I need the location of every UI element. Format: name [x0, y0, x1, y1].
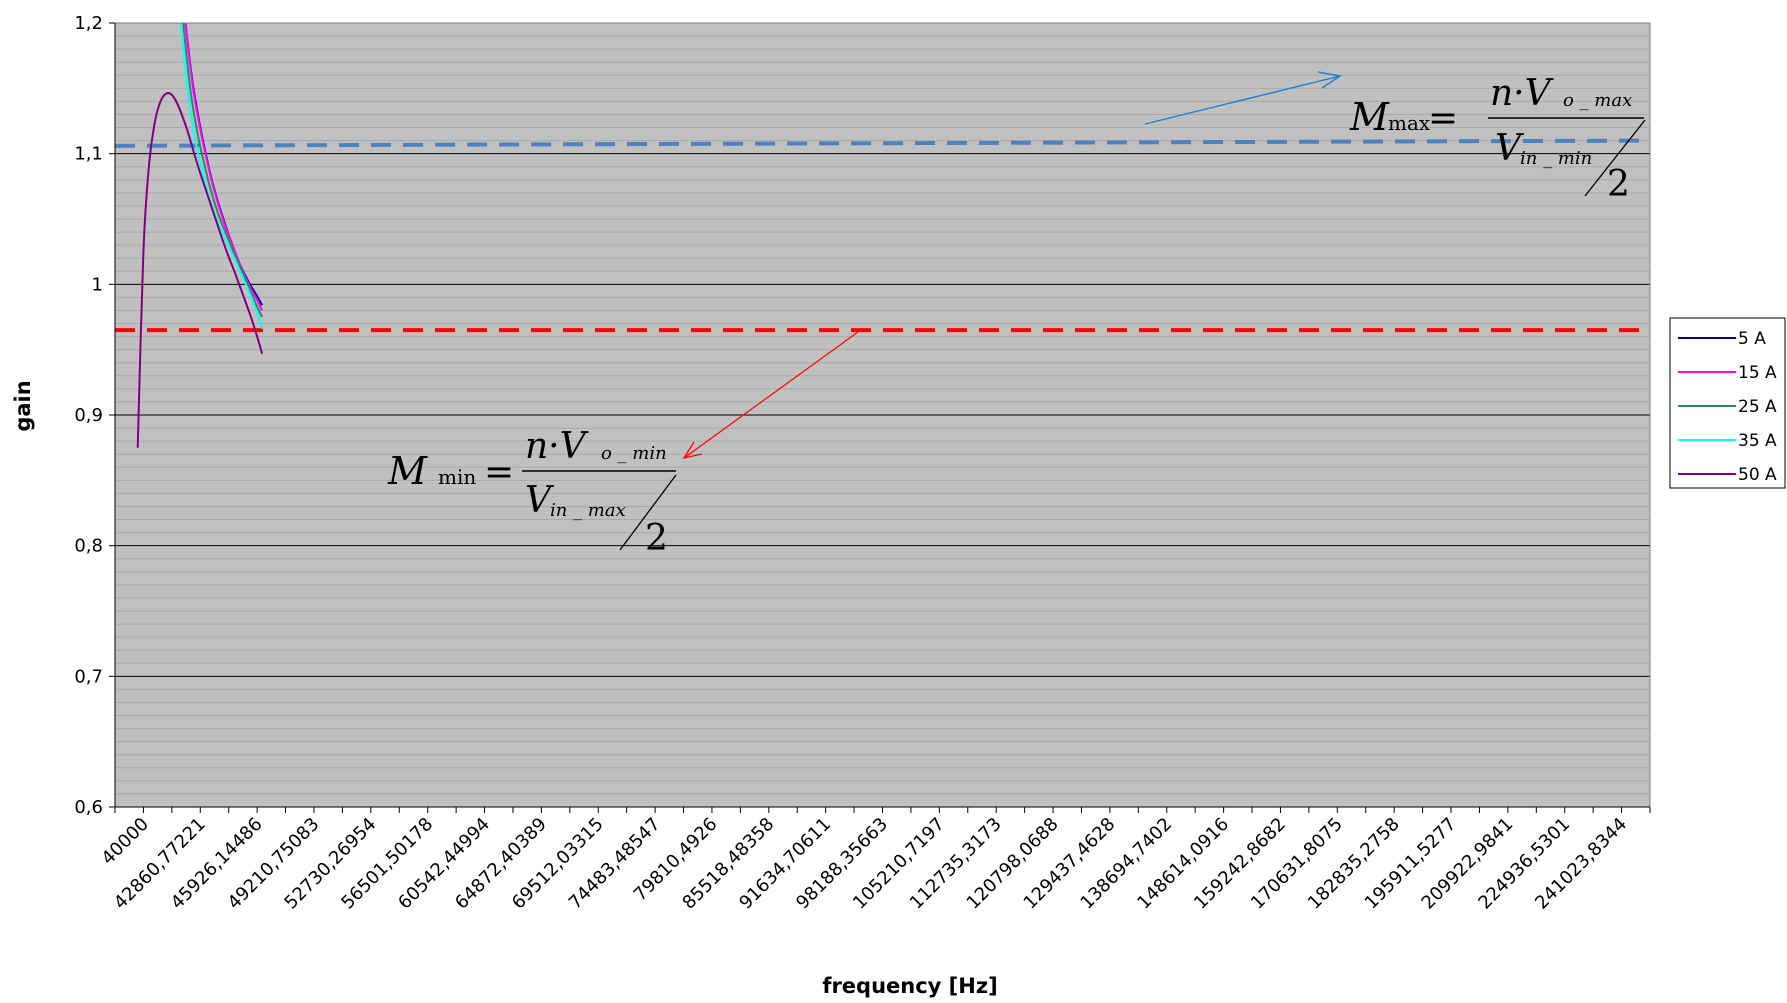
legend-label: 15 A: [1738, 363, 1777, 383]
series-lines: [136, 23, 264, 448]
y-tick-label: 0,7: [74, 666, 103, 687]
svg-text:n·V: n·V: [1490, 73, 1555, 114]
svg-text:M: M: [387, 449, 428, 493]
svg-text:min: min: [438, 465, 476, 489]
y-axis-ticks: 0,6 0,7 0,8 0,9 1 1,1 1,2: [74, 13, 115, 818]
legend-label: 35 A: [1738, 431, 1777, 451]
svg-text:o _ min: o _ min: [601, 443, 667, 464]
series-line-35a: [179, 23, 264, 330]
mmax-formula: M max = n·V o _ max V in _ min 2: [1349, 73, 1646, 205]
y-tick-label: 1,1: [74, 144, 103, 165]
legend: 5 A 15 A 25 A 35 A 50 A: [1669, 317, 1786, 489]
svg-text:V: V: [525, 480, 555, 521]
mmax-arrow: [1144, 75, 1341, 125]
series-line-15a: [184, 23, 264, 311]
x-axis-title: frequency [Hz]: [822, 974, 997, 998]
svg-text:2: 2: [1607, 164, 1630, 205]
legend-label: 25 A: [1738, 397, 1777, 417]
series-line-25a: [182, 23, 264, 318]
grid-lines: [115, 22, 1650, 808]
svg-text:V: V: [1495, 128, 1525, 169]
legend-label: 50 A: [1738, 465, 1777, 485]
mmax-arrowhead: [1317, 71, 1342, 89]
svg-text:max: max: [1388, 111, 1431, 135]
svg-text:in _ max: in _ max: [550, 500, 626, 521]
mmin-formula: M min = n·V o _ min V in _ max 2: [387, 426, 677, 559]
mmin-arrow: [683, 331, 859, 459]
y-axis-title: gain: [11, 380, 35, 431]
svg-text:2: 2: [645, 518, 668, 559]
mmin-arrowhead: [682, 441, 703, 459]
y-tick-label: 0,6: [74, 797, 103, 818]
svg-text:in _ min: in _ min: [1520, 148, 1592, 169]
svg-text:o _ max: o _ max: [1563, 90, 1632, 111]
y-tick-label: 1,2: [74, 13, 103, 34]
x-tick-label: 40000: [98, 814, 153, 869]
y-tick-label: 1: [92, 274, 103, 295]
series-line-50a: [136, 92, 264, 448]
y-tick-label: 0,9: [74, 405, 103, 426]
svg-text:n·V: n·V: [525, 426, 590, 467]
legend-label: 5 A: [1738, 329, 1766, 349]
svg-text:=: =: [1428, 98, 1458, 139]
svg-text:M: M: [1349, 95, 1390, 139]
y-tick-label: 0,8: [74, 536, 103, 557]
svg-text:=: =: [484, 452, 514, 493]
x-axis-ticks: 4000042860,7722145926,1448649210,7508352…: [98, 807, 1651, 914]
